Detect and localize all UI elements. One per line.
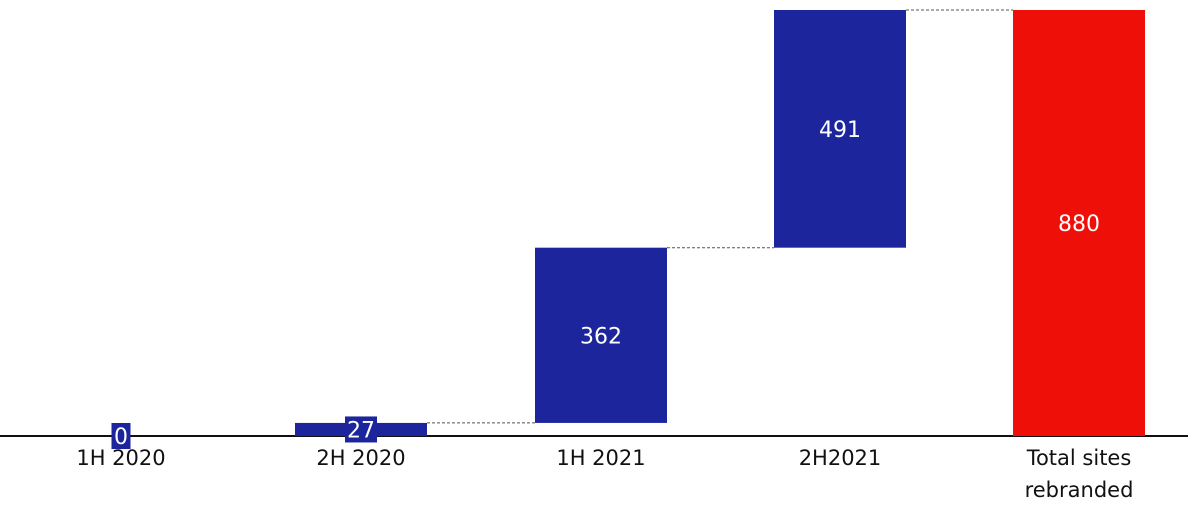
category-label-1: 2H 2020 bbox=[316, 446, 405, 470]
data-label-2: 362 bbox=[580, 324, 622, 349]
category-label-0: 1H 2020 bbox=[76, 446, 165, 470]
category-label-line: 1H 2021 bbox=[556, 446, 645, 470]
data-label-box-0 bbox=[111, 423, 131, 449]
category-label-line: 2H2021 bbox=[799, 446, 882, 470]
data-label-1: 27 bbox=[347, 418, 375, 443]
category-label-line: rebranded bbox=[1025, 478, 1134, 502]
bar-increment-3 bbox=[774, 10, 906, 248]
bar-increment-2 bbox=[535, 247, 667, 423]
category-label-line: 1H 2020 bbox=[76, 446, 165, 470]
bar-total bbox=[1013, 10, 1145, 436]
category-label-4: Total sites rebranded bbox=[1025, 446, 1134, 502]
category-label-line: 2H 2020 bbox=[316, 446, 405, 470]
category-label-line: Total sites bbox=[1026, 446, 1132, 470]
data-label-4: 880 bbox=[1058, 212, 1100, 237]
category-label-3: 2H2021 bbox=[799, 446, 882, 470]
category-label-2: 1H 2021 bbox=[556, 446, 645, 470]
data-label-0: 0 bbox=[114, 425, 128, 450]
data-label-3: 491 bbox=[819, 118, 861, 143]
data-label-box-1 bbox=[345, 416, 377, 443]
